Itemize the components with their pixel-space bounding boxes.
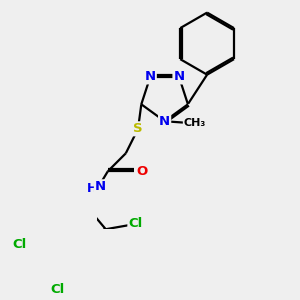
Text: Cl: Cl: [50, 283, 64, 296]
Text: O: O: [136, 165, 148, 178]
Text: N: N: [159, 115, 170, 128]
Text: N: N: [95, 180, 106, 193]
Text: CH₃: CH₃: [184, 118, 206, 128]
Text: Cl: Cl: [128, 218, 142, 230]
Text: H: H: [87, 182, 98, 195]
Text: N: N: [173, 70, 184, 83]
Text: N: N: [145, 70, 156, 83]
Text: Cl: Cl: [13, 238, 27, 251]
Text: S: S: [133, 122, 143, 135]
